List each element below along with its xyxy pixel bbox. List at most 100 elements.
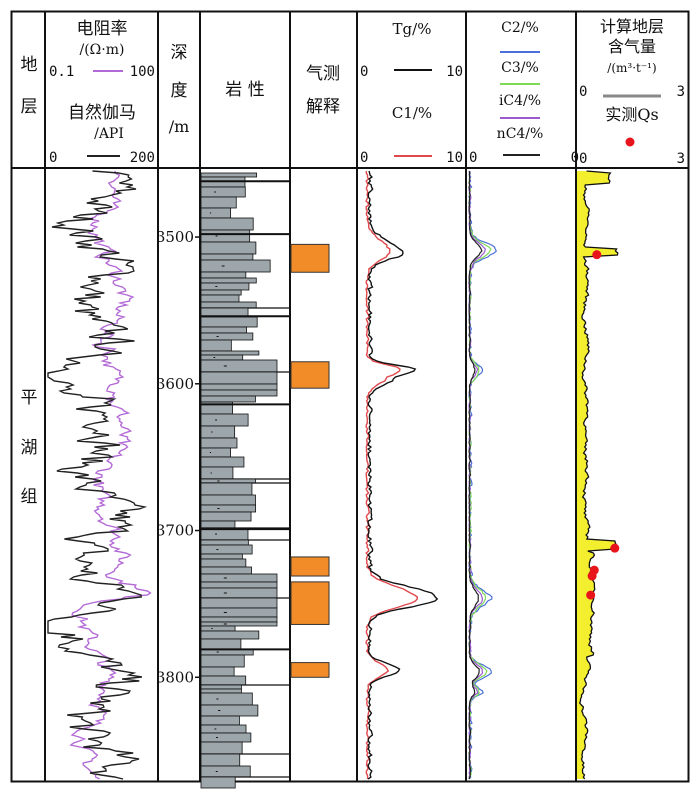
lithology-bed <box>200 359 278 373</box>
measured-gas-point <box>592 250 602 260</box>
lithology-bed <box>200 494 256 506</box>
lithology-bed <box>200 544 253 555</box>
lithology-bed <box>200 207 232 219</box>
calc-gas-axis-min: 0 <box>579 151 587 167</box>
gas-interpretation-header-b: 解释 <box>306 97 340 117</box>
lithology-bed <box>200 332 254 341</box>
lithology-bed <box>200 339 232 352</box>
lithology-bed <box>200 553 243 560</box>
lithology-bed <box>200 217 254 231</box>
lithology-bed <box>200 301 257 309</box>
depth-header-c: /m <box>169 117 190 136</box>
depth-tick-label: 3600 <box>156 375 194 393</box>
lithology-header: 岩 性 <box>225 80 264 100</box>
measured-gas-point <box>610 543 620 553</box>
lithology-bed <box>200 277 257 284</box>
calc-gas-scale-max: 3 <box>677 84 685 100</box>
calc-gas-axis-max: 3 <box>677 151 685 167</box>
gamma-scale-max: 200 <box>130 150 155 166</box>
measured-gas-legend-dot <box>625 137 635 147</box>
tg-c1-track <box>365 170 439 780</box>
depth-tick-label: 3800 <box>156 668 194 686</box>
lithology-bed <box>200 395 256 403</box>
lithology-bed <box>200 229 251 243</box>
formation-char-2: 湖 <box>21 438 38 458</box>
lithology-bed <box>200 172 258 178</box>
lithology-bed <box>200 675 247 686</box>
measured-gas-point <box>587 571 597 581</box>
lithology-bed <box>200 482 253 496</box>
lithology-bed <box>200 354 244 361</box>
lithology-bed <box>200 654 245 668</box>
lithology-bed <box>200 413 249 427</box>
lithology-bed <box>200 437 238 449</box>
resistivity-curve <box>69 170 152 780</box>
lithology-bed <box>200 558 247 568</box>
lithology-bed <box>200 587 278 599</box>
lithology-bed <box>200 539 249 546</box>
c1-scale-min: 0 <box>360 150 368 166</box>
gas-content-fill <box>577 171 618 779</box>
column-separators <box>44 11 577 782</box>
formation-char-3: 组 <box>21 487 38 507</box>
lithology-bed <box>200 466 234 480</box>
lithology-bed <box>200 692 253 706</box>
c1-scale-max: 10 <box>446 150 463 166</box>
nc4-curve <box>468 170 483 780</box>
c1-legend-label: C1/% <box>392 104 432 122</box>
resistivity-unit: /(Ω·m) <box>80 42 125 58</box>
lithology-bed <box>200 765 251 778</box>
measured-gas-point <box>586 590 596 600</box>
lithology-bed <box>200 282 250 291</box>
lithology-bed <box>200 741 243 755</box>
lithology-bed <box>200 259 271 273</box>
lithology-bed <box>200 724 247 734</box>
nc4-legend-label: nC4/% <box>497 126 544 142</box>
lithology-bed <box>200 253 254 261</box>
lithology-bed <box>200 688 242 694</box>
lithology-bed <box>200 732 252 743</box>
gas-content-curve <box>578 170 619 780</box>
lithology-bed <box>200 625 236 632</box>
calc-gas-scale-min: 0 <box>579 84 587 100</box>
resistivity-title: 电阻率 <box>77 19 128 39</box>
lithology-bed <box>200 383 278 391</box>
lithology-bed <box>200 621 278 627</box>
gas-zone <box>290 662 330 678</box>
lithology-bed <box>200 520 236 529</box>
c-scale-min: 0 <box>469 150 477 166</box>
c3-legend-label: C3/% <box>501 60 539 76</box>
tg-legend-label: Tg/% <box>393 20 432 38</box>
lithology-bed <box>200 241 257 255</box>
lithology-bed <box>200 504 257 513</box>
lithology-bed <box>200 289 242 296</box>
gamma-title: 自然伽马 <box>68 103 136 123</box>
lithology-bed <box>200 316 258 328</box>
lithology-bed <box>200 186 246 198</box>
tg-curve <box>366 170 439 780</box>
depth-header-a: 深 <box>171 43 188 63</box>
c1-curve <box>365 171 419 780</box>
lithology-bed <box>200 350 260 356</box>
gas-zone <box>290 243 330 273</box>
lithology-bed <box>200 704 259 717</box>
resistivity-gamma-track <box>47 170 152 780</box>
gas-zone <box>290 556 330 577</box>
c-scale-max: 0 <box>571 150 579 166</box>
lithology-bed <box>200 425 236 439</box>
lithology-bed <box>200 776 236 789</box>
lithology-bed <box>200 684 242 690</box>
gas-interpretation-header-a: 气测 <box>306 64 340 84</box>
heavy-gas-track <box>468 170 498 780</box>
gamma-curve <box>47 170 148 780</box>
lithology-bed <box>200 566 252 575</box>
depth-tick-label: 3500 <box>156 228 194 246</box>
lithology-bed <box>200 371 278 385</box>
tg-scale-min: 0 <box>360 64 368 80</box>
lithology-bed <box>200 573 278 583</box>
depth-tick-label: 3700 <box>156 522 194 540</box>
lithology-bed <box>200 447 231 458</box>
gamma-scale-min: 0 <box>49 150 57 166</box>
lithology-bed <box>200 389 278 397</box>
resistivity-scale-min: 0.1 <box>49 64 74 80</box>
